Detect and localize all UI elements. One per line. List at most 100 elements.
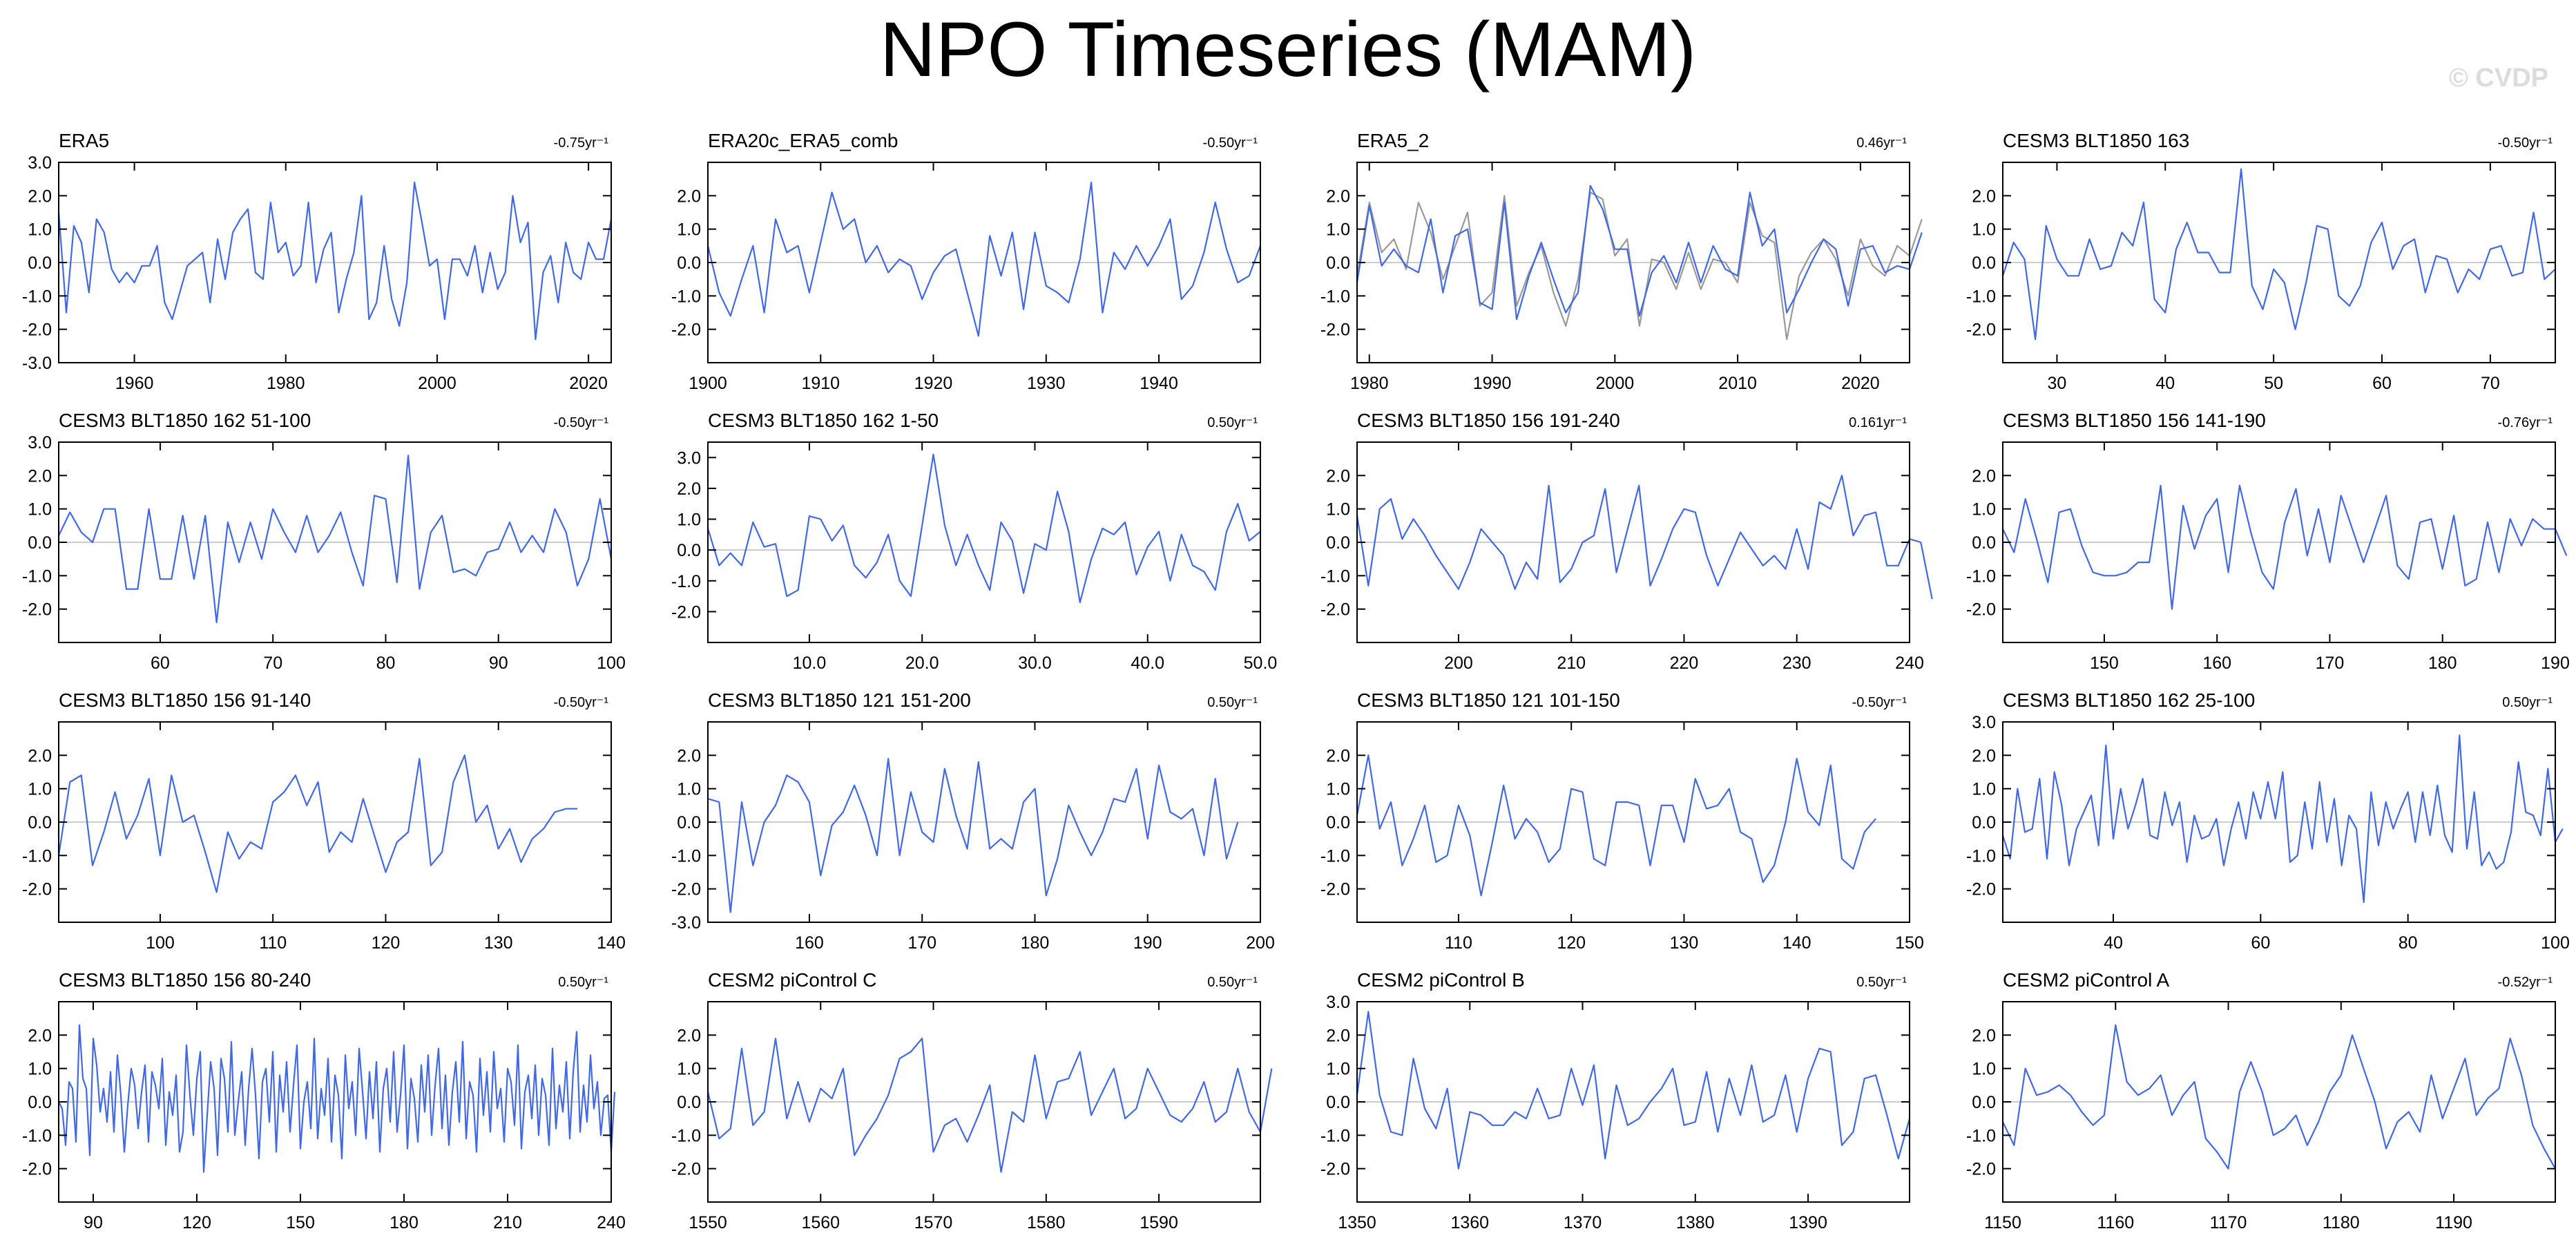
series-line <box>58 1024 616 1173</box>
y-tick-label: 0.0 <box>1326 813 1350 832</box>
y-tick-label: 2.0 <box>677 1026 701 1045</box>
x-tick-label: 1360 <box>1450 1213 1489 1232</box>
x-tick-label: 1160 <box>2097 1213 2134 1232</box>
y-tick-label: 1.0 <box>677 780 701 799</box>
y-tick-label: -2.0 <box>22 880 52 899</box>
y-tick-label: -3.0 <box>22 354 52 373</box>
trend-label: -0.50yr⁻¹ <box>1852 695 1907 710</box>
y-tick-label: 1.0 <box>1972 500 1996 520</box>
watermark: © CVDP <box>2448 64 2548 93</box>
y-tick-label: 1.0 <box>28 220 52 240</box>
trend-label: -0.50yr⁻¹ <box>2498 135 2553 151</box>
x-tick-label: 2020 <box>569 374 608 393</box>
x-tick-label: 100 <box>597 654 626 673</box>
y-tick-label: -2.0 <box>671 880 701 899</box>
y-tick-label: 2.0 <box>1972 746 1996 765</box>
trend-label: 0.50yr⁻¹ <box>1207 975 1258 990</box>
x-tick-label: 1980 <box>1350 374 1389 393</box>
y-tick-label: 2.0 <box>677 479 701 499</box>
x-tick-label: 170 <box>907 933 936 953</box>
y-tick-label: -3.0 <box>671 913 701 933</box>
x-tick-label: 1170 <box>2210 1213 2247 1232</box>
y-tick-label: 1.0 <box>28 500 52 520</box>
trend-label: 0.50yr⁻¹ <box>558 975 608 990</box>
series-line <box>707 453 1261 604</box>
y-tick-label: 1.0 <box>28 780 52 799</box>
x-tick-label: 180 <box>2428 654 2457 673</box>
panel-title: CESM3 BLT1850 156 80-240 <box>59 969 311 991</box>
trend-label: -0.52yr⁻¹ <box>2498 975 2553 990</box>
y-tick-label: 2.0 <box>28 187 52 206</box>
y-tick-label: -2.0 <box>671 321 701 340</box>
chart-panel: CESM3 BLT1850 156 191-240 0.161yr⁻¹ -2.0 -1… <box>1320 410 1933 673</box>
y-tick-label: 2.0 <box>1326 746 1350 765</box>
x-tick-label: 160 <box>795 933 824 953</box>
y-tick-label: -1.0 <box>22 846 52 866</box>
x-tick-label: 200 <box>1444 654 1473 673</box>
y-tick-label: 3.0 <box>28 153 52 173</box>
y-tick-label: 2.0 <box>1972 1026 1996 1045</box>
trend-label: -0.75yr⁻¹ <box>554 135 609 151</box>
x-tick-label: 1960 <box>115 374 154 393</box>
x-tick-label: 160 <box>2202 654 2231 673</box>
series-line <box>2002 1024 2556 1170</box>
chart-panel: ERA5_2 0.46yr⁻¹ -2.0 -1.0 0.0 1.0 2.0 1980 1990 2… <box>1320 130 1923 393</box>
y-tick-label: -2.0 <box>671 602 701 622</box>
chart-panel: CESM3 BLT1850 121 101-150 -0.50yr⁻¹ -2.0 -1… <box>1320 689 1924 953</box>
x-tick-label: 190 <box>1133 933 1162 953</box>
trend-label: 0.50yr⁻¹ <box>1207 415 1258 430</box>
x-tick-label: 60 <box>151 654 170 673</box>
x-tick-label: 90 <box>84 1213 103 1232</box>
x-tick-label: 1910 <box>801 374 840 393</box>
y-tick-label: 0.0 <box>1972 533 1996 553</box>
x-tick-label: 40 <box>2104 933 2123 953</box>
x-tick-label: 1390 <box>1789 1213 1827 1232</box>
chart-panel: CESM3 BLT1850 162 1-50 0.50yr⁻¹ -2.0 -1.0 0.… <box>671 410 1277 673</box>
panel-title: CESM2 piControl A <box>2003 969 2170 991</box>
x-tick-label: 120 <box>182 1213 211 1232</box>
x-tick-label: 1190 <box>2435 1213 2472 1232</box>
trend-label: -0.76yr⁻¹ <box>2498 415 2553 430</box>
y-tick-label: 1.0 <box>677 1060 701 1079</box>
trend-label: 0.46yr⁻¹ <box>1856 135 1907 151</box>
y-tick-label: 1.0 <box>1326 1060 1350 1079</box>
panel-title: CESM3 BLT1850 162 25-100 <box>2003 689 2255 711</box>
y-tick-label: -1.0 <box>22 287 52 306</box>
x-tick-label: 1180 <box>2323 1213 2360 1232</box>
y-tick-label: 2.0 <box>1972 187 1996 206</box>
y-tick-label: 2.0 <box>28 1026 52 1045</box>
x-tick-label: 1350 <box>1338 1213 1376 1232</box>
y-tick-label: -1.0 <box>1966 287 1996 306</box>
y-tick-label: -2.0 <box>1966 880 1996 899</box>
trend-label: 0.161yr⁻¹ <box>1849 415 1907 430</box>
x-tick-label: 80 <box>2399 933 2418 953</box>
x-tick-label: 60 <box>2251 933 2270 953</box>
x-tick-label: 180 <box>1021 933 1050 953</box>
y-tick-label: 2.0 <box>1326 187 1350 206</box>
y-tick-label: 0.0 <box>28 254 52 273</box>
panel-title: CESM3 BLT1850 121 151-200 <box>708 689 971 711</box>
chart-panel: CESM3 BLT1850 163 -0.50yr⁻¹ -2.0 -1.0 0.0 1.0… <box>1966 130 2556 393</box>
y-tick-label: 0.0 <box>677 254 701 273</box>
y-tick-label: -2.0 <box>1966 1160 1996 1179</box>
y-tick-label: -1.0 <box>1320 846 1350 866</box>
x-tick-label: 1580 <box>1027 1213 1066 1232</box>
x-tick-label: 110 <box>1445 933 1472 953</box>
x-tick-label: 1380 <box>1676 1213 1715 1232</box>
series-line <box>1356 184 1923 321</box>
x-tick-label: 1550 <box>689 1213 727 1232</box>
panel-title: CESM3 BLT1850 121 101-150 <box>1357 689 1620 711</box>
y-tick-label: 0.0 <box>1326 254 1350 273</box>
x-tick-label: 110 <box>259 933 287 953</box>
x-tick-label: 220 <box>1670 654 1699 673</box>
y-tick-label: 1.0 <box>1326 220 1350 240</box>
y-tick-label: 2.0 <box>1972 466 1996 486</box>
x-tick-label: 70 <box>2481 374 2500 393</box>
y-tick-label: 0.0 <box>1972 1093 1996 1112</box>
x-tick-label: 100 <box>2541 933 2570 953</box>
x-tick-label: 150 <box>1895 933 1924 953</box>
y-tick-label: 2.0 <box>28 466 52 486</box>
y-tick-label: 0.0 <box>1326 1093 1350 1112</box>
series-line <box>57 754 577 893</box>
series-line <box>1356 475 1933 600</box>
